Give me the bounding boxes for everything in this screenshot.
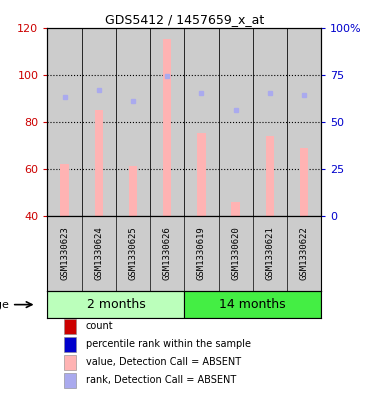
- Bar: [300, 147, 308, 216]
- Bar: [231, 202, 240, 216]
- Text: 14 months: 14 months: [219, 298, 286, 311]
- Text: GSM1330622: GSM1330622: [300, 226, 308, 280]
- Title: GDS5412 / 1457659_x_at: GDS5412 / 1457659_x_at: [105, 13, 264, 26]
- Bar: [184, 28, 219, 216]
- Bar: [64, 373, 76, 388]
- Bar: [64, 337, 76, 352]
- Text: 2 months: 2 months: [87, 298, 145, 311]
- Bar: [184, 291, 321, 318]
- Bar: [163, 39, 172, 216]
- Bar: [287, 28, 321, 216]
- Bar: [129, 166, 137, 216]
- Bar: [47, 291, 184, 318]
- Bar: [47, 28, 82, 216]
- Bar: [64, 319, 76, 334]
- Text: GSM1330620: GSM1330620: [231, 226, 240, 280]
- Text: age: age: [0, 299, 9, 310]
- Text: GSM1330624: GSM1330624: [94, 226, 103, 280]
- Bar: [64, 355, 76, 370]
- Bar: [95, 110, 103, 216]
- Text: GSM1330623: GSM1330623: [60, 226, 69, 280]
- Text: GSM1330626: GSM1330626: [163, 226, 172, 280]
- Text: rank, Detection Call = ABSENT: rank, Detection Call = ABSENT: [86, 375, 236, 386]
- Bar: [266, 136, 274, 216]
- Bar: [82, 28, 116, 216]
- Text: value, Detection Call = ABSENT: value, Detection Call = ABSENT: [86, 357, 241, 367]
- Bar: [197, 133, 206, 216]
- Text: GSM1330621: GSM1330621: [265, 226, 274, 280]
- Bar: [60, 164, 69, 216]
- Bar: [116, 28, 150, 216]
- Bar: [150, 28, 184, 216]
- Text: count: count: [86, 321, 114, 331]
- Text: GSM1330619: GSM1330619: [197, 226, 206, 280]
- Text: percentile rank within the sample: percentile rank within the sample: [86, 339, 251, 349]
- Bar: [253, 28, 287, 216]
- Text: GSM1330625: GSM1330625: [128, 226, 138, 280]
- Bar: [219, 28, 253, 216]
